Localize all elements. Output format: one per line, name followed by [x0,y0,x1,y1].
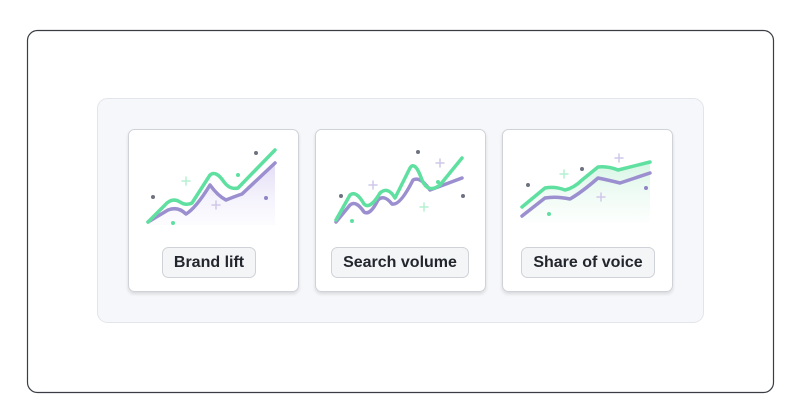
card[interactable]: Search volume [315,129,486,292]
label-chip [162,247,256,278]
illustration [520,153,652,222]
card[interactable]: Brand lift [128,129,299,292]
illustration [334,150,465,224]
illustration [146,148,277,225]
card-label: Share of voice [533,254,642,271]
label-chip [331,247,469,278]
card[interactable]: Share of voice [502,129,673,292]
card-label: Brand lift [174,254,245,271]
card-label: Search volume [343,254,457,271]
label-chip [521,247,655,278]
